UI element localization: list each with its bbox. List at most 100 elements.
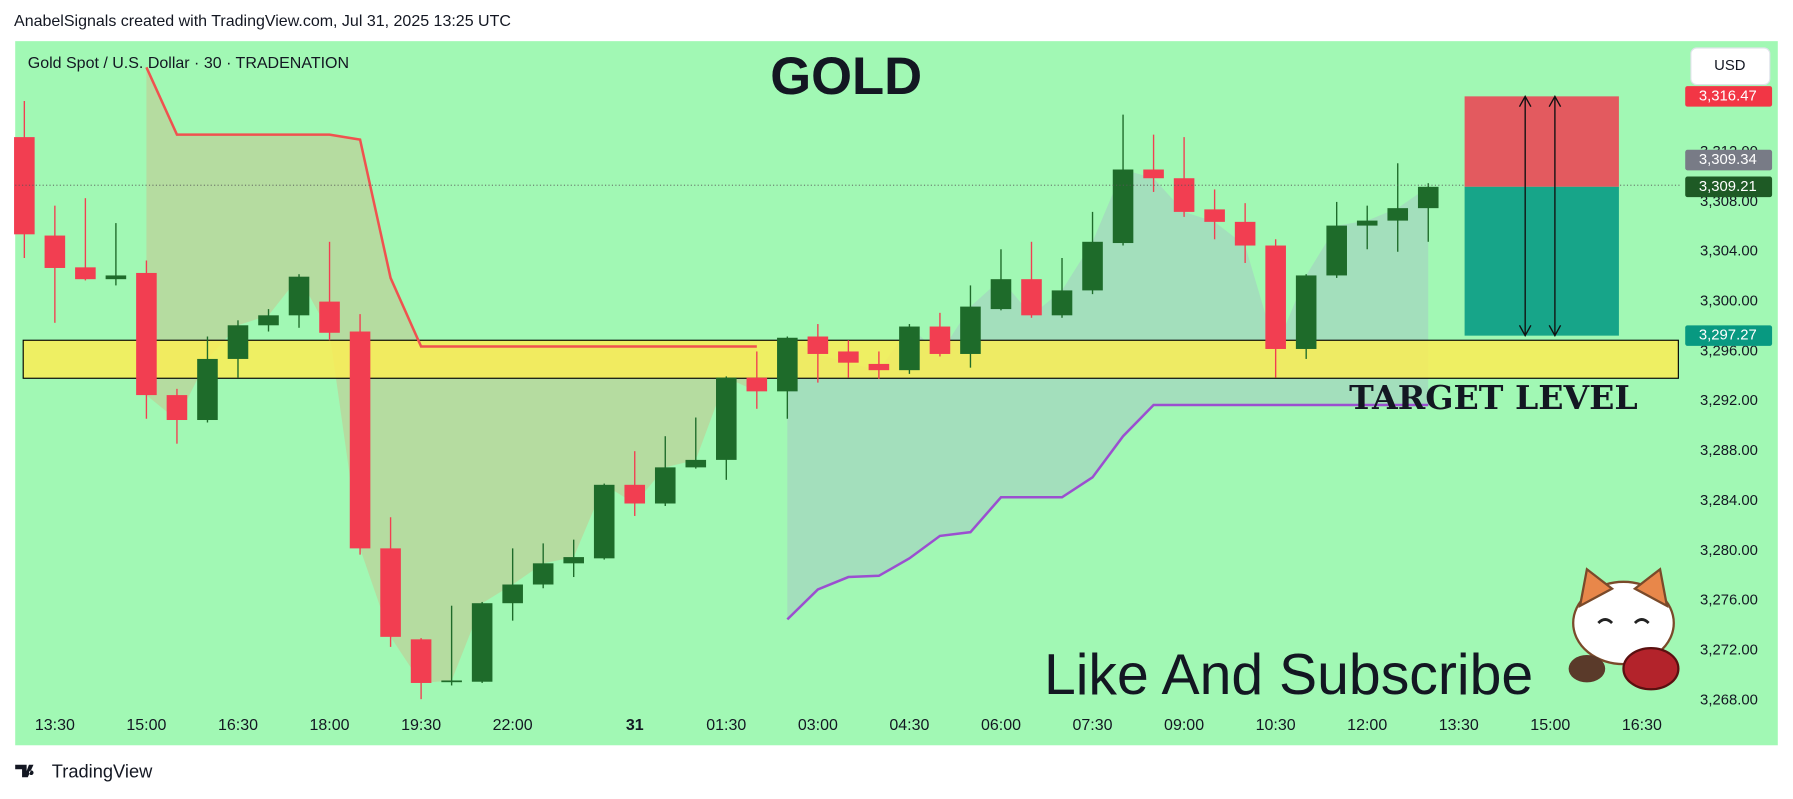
candle-body: [258, 315, 279, 326]
currency[interactable]: USD: [1714, 58, 1746, 74]
candle-body: [899, 326, 920, 371]
y-tick-label: 3,300.00: [1700, 294, 1758, 310]
candle-body: [410, 639, 432, 683]
candle-body: [1295, 275, 1317, 349]
y-tick-label: 3,308.00: [1700, 194, 1758, 210]
candle-body: [777, 337, 798, 392]
price-badge: [1685, 325, 1773, 346]
x-tick-label: 16:30: [1622, 717, 1662, 734]
candle-body: [1021, 279, 1042, 316]
candle-body: [960, 306, 981, 354]
profit-zone: [1464, 186, 1619, 336]
x-tick-label: 15:00: [126, 717, 166, 734]
indicator-line: [786, 403, 1429, 621]
y-tick-label: 3,272.00: [1700, 642, 1758, 658]
x-tick-label: 01:30: [706, 717, 746, 734]
price-badge-label: 3,309.21: [1699, 179, 1757, 195]
candle-body: [441, 680, 462, 683]
x-tick-label: 18:00: [310, 717, 350, 734]
price-badge-label: 3,297.27: [1699, 328, 1757, 344]
candle-body: [1356, 220, 1378, 226]
price-badge: [1685, 149, 1773, 171]
candle-body: [929, 326, 951, 354]
chart-title: GOLD: [770, 47, 922, 106]
candle-body: [75, 267, 96, 280]
x-tick-label: 03:00: [798, 717, 838, 734]
header: AnabelSignals created with TradingView.c…: [14, 13, 511, 30]
x-tick-label: 15:00: [1530, 717, 1570, 734]
x-tick-label: 10:30: [1256, 717, 1296, 734]
currency-button[interactable]: [1690, 47, 1771, 86]
y-tick-label: 3,292.00: [1700, 393, 1758, 409]
candle-body: [1051, 290, 1073, 316]
zone-label: TARGET LEVEL: [1349, 378, 1638, 417]
candle-body: [838, 351, 859, 363]
candle-body: [990, 279, 1012, 310]
price-badge-label: 3,309.34: [1699, 152, 1757, 168]
x-tick-label: 04:30: [889, 717, 929, 734]
candle-body: [807, 336, 829, 354]
candle-body: [593, 484, 615, 559]
candle-body: [563, 557, 584, 564]
candle-body: [868, 363, 890, 371]
candle-body: [746, 377, 768, 392]
mascot: [1568, 567, 1680, 691]
x-tick-label: 06:00: [981, 717, 1021, 734]
indicator-line: [145, 66, 757, 348]
y-tick-label: 3,284.00: [1700, 493, 1758, 509]
arrow-head: [1548, 94, 1562, 338]
candle-body: [624, 484, 646, 504]
candle-body: [1387, 208, 1409, 221]
x-tick-label: 07:30: [1073, 717, 1113, 734]
candle-body: [349, 331, 371, 549]
chart-subtitle: Gold Spot / U.S. Dollar · 30 · TRADENATI…: [28, 55, 349, 72]
price-badge-label: 3,316.47: [1699, 88, 1757, 104]
x-tick-label: 31: [626, 717, 644, 734]
x-tick-label: 12:00: [1347, 717, 1387, 734]
y-tick-label: 3,304.00: [1700, 244, 1758, 260]
indicator-fill: [787, 169, 1429, 620]
candle-body: [105, 275, 127, 280]
candle-body: [1265, 245, 1286, 349]
candle-body: [685, 459, 707, 468]
x-tick-label: 13:30: [35, 717, 75, 734]
candle-body: [1112, 169, 1134, 244]
y-tick-label: 3,288.00: [1700, 443, 1758, 459]
x-tick-label: 13:30: [1439, 717, 1479, 734]
candle-body: [136, 272, 157, 396]
candle-body: [1204, 209, 1225, 222]
candle-body: [716, 377, 737, 460]
price-badge: [1685, 86, 1773, 107]
y-tick-label: 3,276.00: [1700, 593, 1758, 609]
logo: [15, 764, 34, 778]
footer: TradingView: [52, 761, 153, 782]
candle-body: [471, 603, 493, 682]
x-tick-label: 09:00: [1164, 717, 1204, 734]
x-tick-label: 22:00: [493, 717, 533, 734]
candle-body: [197, 358, 218, 421]
candle-body: [380, 548, 401, 637]
x-tick-label: 16:30: [218, 717, 258, 734]
candle-body: [1082, 241, 1103, 291]
candle-body: [44, 235, 66, 268]
arrow-head: [1518, 94, 1532, 338]
annotation: Like And Subscribe: [1044, 643, 1533, 707]
candle-body: [1326, 225, 1347, 276]
candle-body: [502, 584, 523, 604]
candle-body: [288, 276, 310, 316]
stop-zone: [1464, 96, 1619, 187]
y-tick-label: 3,268.00: [1700, 692, 1758, 708]
candle-body: [166, 395, 188, 421]
candle-body: [1417, 186, 1439, 209]
candle-body: [1234, 221, 1256, 246]
candle-body: [319, 301, 340, 333]
y-tick-label: 3,296.00: [1700, 343, 1758, 359]
y-tick-label: 3,280.00: [1700, 543, 1758, 559]
candle-body: [14, 137, 35, 235]
candle-body: [1143, 169, 1164, 179]
candle-body: [227, 325, 249, 359]
price-badge: [1685, 176, 1773, 198]
candle-body: [654, 467, 676, 504]
candle-body: [532, 563, 554, 585]
